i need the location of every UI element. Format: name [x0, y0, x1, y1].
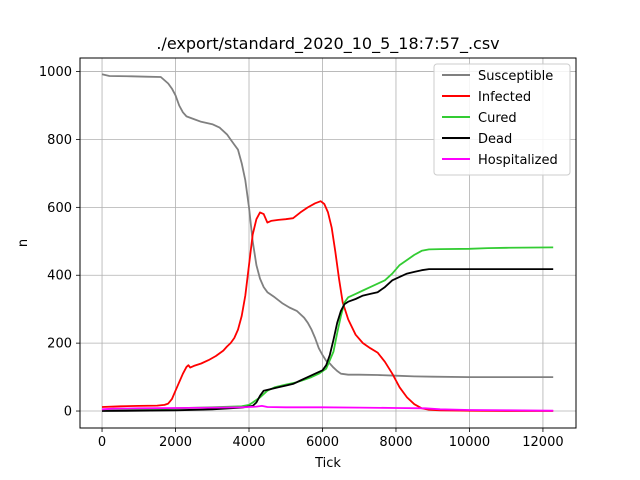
- y-tick-label: 800: [47, 133, 72, 148]
- series-line-infected: [101, 200, 554, 412]
- y-tick-label: 0: [64, 405, 72, 420]
- x-tick-label: 12000: [522, 435, 563, 450]
- series-line-hospitalized: [101, 405, 554, 412]
- x-tick-label: 8000: [379, 435, 412, 450]
- axis-ticks: 0 2000 4000 6000 8000 10000 12000 0 200 400 600 800…: [39, 65, 564, 450]
- series-line-susceptible: [101, 73, 554, 378]
- legend-label: Cured: [478, 111, 517, 126]
- legend-box: [433, 63, 571, 176]
- x-tick-label: 4000: [232, 435, 265, 450]
- legend-label: Infected: [478, 90, 531, 105]
- legend-label: Hospitalized: [478, 153, 558, 168]
- legend-label: Susceptible: [478, 69, 553, 84]
- x-axis-label: Tick: [314, 456, 341, 471]
- series-line-cured: [101, 246, 554, 411]
- y-tick-label: 1000: [39, 65, 72, 80]
- y-tick-label: 400: [47, 269, 72, 284]
- chart-title: ./export/standard_2020_10_5_18:7:57_.csv: [156, 34, 499, 54]
- y-tick-label: 200: [47, 337, 72, 352]
- y-tick-label: 600: [47, 201, 72, 216]
- plot-lines: [101, 73, 554, 412]
- y-axis-label: n: [16, 239, 31, 247]
- legend: Susceptible Infected Cured Dead Hospitalized: [433, 63, 571, 176]
- series-line-dead: [101, 268, 554, 412]
- x-tick-label: 10000: [449, 435, 490, 450]
- x-tick-label: 0: [98, 435, 106, 450]
- x-tick-label: 2000: [159, 435, 192, 450]
- legend-label: Dead: [478, 132, 512, 147]
- plot-frame: [79, 57, 577, 429]
- x-tick-label: 6000: [306, 435, 339, 450]
